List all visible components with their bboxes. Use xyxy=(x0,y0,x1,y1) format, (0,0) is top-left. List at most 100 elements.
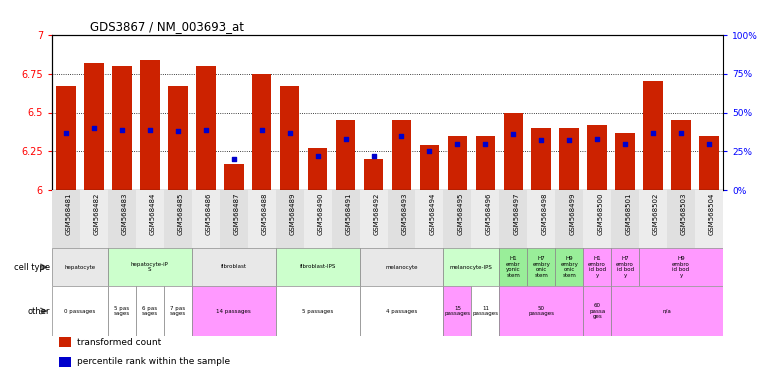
Bar xyxy=(192,286,275,336)
Bar xyxy=(108,248,192,286)
Point xyxy=(199,126,212,132)
Text: GSM568489: GSM568489 xyxy=(290,193,295,235)
Bar xyxy=(556,248,583,286)
Text: GSM568494: GSM568494 xyxy=(429,193,435,235)
Bar xyxy=(59,356,71,367)
Bar xyxy=(248,190,275,248)
Text: GSM568484: GSM568484 xyxy=(150,193,156,235)
Point xyxy=(619,141,631,147)
Bar xyxy=(136,286,164,336)
Text: fibroblast-IPS: fibroblast-IPS xyxy=(299,265,336,270)
Text: transformed count: transformed count xyxy=(78,338,162,347)
Text: 4 passages: 4 passages xyxy=(386,308,417,313)
Bar xyxy=(59,337,71,348)
Bar xyxy=(52,190,80,248)
Bar xyxy=(504,113,523,190)
Bar xyxy=(52,286,108,336)
Point xyxy=(479,141,492,147)
Bar xyxy=(164,190,192,248)
Bar xyxy=(168,86,188,190)
Bar xyxy=(643,81,663,190)
Bar xyxy=(419,145,439,190)
Text: 7 pas
sages: 7 pas sages xyxy=(170,306,186,316)
Bar xyxy=(499,248,527,286)
Text: GSM568496: GSM568496 xyxy=(486,193,492,235)
Point xyxy=(396,133,408,139)
Bar xyxy=(280,86,299,190)
Text: GSM568485: GSM568485 xyxy=(178,193,184,235)
Bar xyxy=(611,190,639,248)
Text: melanocyte: melanocyte xyxy=(385,265,418,270)
Bar xyxy=(471,286,499,336)
Text: GSM568500: GSM568500 xyxy=(597,193,603,235)
Text: 14 passages: 14 passages xyxy=(216,308,251,313)
Bar xyxy=(56,86,76,190)
Bar xyxy=(52,248,108,286)
Bar xyxy=(332,190,359,248)
Bar xyxy=(476,136,495,190)
Text: other: other xyxy=(27,306,50,316)
Bar xyxy=(583,190,611,248)
Point xyxy=(591,136,603,142)
Text: GSM568493: GSM568493 xyxy=(402,193,407,235)
Bar xyxy=(695,190,723,248)
Point xyxy=(144,126,156,132)
Bar xyxy=(527,190,556,248)
Bar xyxy=(667,190,695,248)
Point xyxy=(172,128,184,134)
Point xyxy=(508,131,520,137)
Text: GSM568498: GSM568498 xyxy=(541,193,547,235)
Text: GSM568497: GSM568497 xyxy=(514,193,519,235)
Text: GSM568488: GSM568488 xyxy=(262,193,268,235)
Bar xyxy=(616,132,635,190)
Text: H7
embry
onic
stem: H7 embry onic stem xyxy=(533,257,550,278)
Bar xyxy=(359,248,444,286)
Point xyxy=(116,126,128,132)
Point xyxy=(703,141,715,147)
Bar xyxy=(112,66,132,190)
Bar xyxy=(611,286,723,336)
Point xyxy=(451,141,463,147)
Point xyxy=(284,129,296,136)
Text: GSM568495: GSM568495 xyxy=(457,193,463,235)
Text: H1
embr
yonic
stem: H1 embr yonic stem xyxy=(506,257,521,278)
Point xyxy=(563,137,575,144)
Point xyxy=(228,156,240,162)
Text: 60
passa
ges: 60 passa ges xyxy=(589,303,605,319)
Text: GSM568502: GSM568502 xyxy=(653,193,659,235)
Text: GSM568483: GSM568483 xyxy=(122,193,128,235)
Text: GSM568491: GSM568491 xyxy=(345,193,352,235)
Bar xyxy=(108,286,136,336)
Bar xyxy=(192,248,275,286)
Bar xyxy=(611,248,639,286)
Bar xyxy=(364,159,384,190)
Text: percentile rank within the sample: percentile rank within the sample xyxy=(78,358,231,366)
Bar xyxy=(336,120,355,190)
Text: cell type: cell type xyxy=(14,263,50,271)
Bar xyxy=(140,60,160,190)
Point xyxy=(368,153,380,159)
Bar xyxy=(275,190,304,248)
Bar xyxy=(583,286,611,336)
Point xyxy=(88,125,100,131)
Text: 0 passages: 0 passages xyxy=(65,308,96,313)
Bar xyxy=(224,164,244,190)
Text: H7
embro
id bod
y: H7 embro id bod y xyxy=(616,257,634,278)
Text: GSM568487: GSM568487 xyxy=(234,193,240,235)
Bar xyxy=(220,190,248,248)
Text: 50
passages: 50 passages xyxy=(528,306,554,316)
Bar xyxy=(164,286,192,336)
Bar xyxy=(80,190,108,248)
Text: GSM568501: GSM568501 xyxy=(625,193,631,235)
Bar xyxy=(499,286,583,336)
Bar xyxy=(359,286,444,336)
Bar xyxy=(531,128,551,190)
Text: GSM568503: GSM568503 xyxy=(681,193,687,235)
Text: GSM568490: GSM568490 xyxy=(317,193,323,235)
Text: n/a: n/a xyxy=(663,308,671,313)
Text: hepatocyte-iP
S: hepatocyte-iP S xyxy=(131,262,169,272)
Text: GSM568492: GSM568492 xyxy=(374,193,380,235)
Bar xyxy=(392,120,411,190)
Point xyxy=(647,129,659,136)
Bar xyxy=(583,248,611,286)
